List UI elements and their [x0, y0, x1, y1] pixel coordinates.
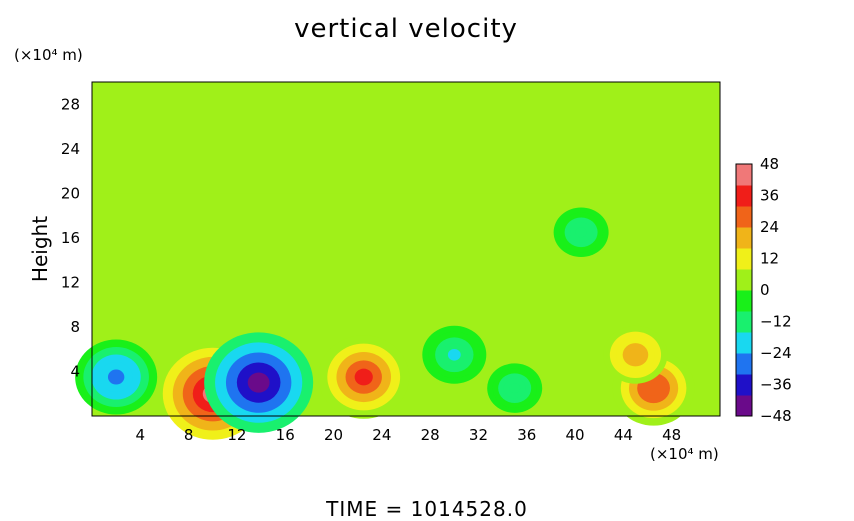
plot-frame [91, 81, 721, 417]
x-tick-label: 4 [136, 426, 146, 444]
x-tick-label: 32 [469, 426, 488, 444]
colorbar-segment [736, 227, 752, 249]
colorbar-segment [736, 332, 752, 354]
x-tick-label: 20 [324, 426, 343, 444]
colorbar-tick-label: −48 [760, 407, 792, 425]
time-label: TIME = 1014528.0 [326, 497, 528, 521]
x-tick-label: 44 [614, 426, 633, 444]
y-axis-unit: (×10⁴ m) [14, 46, 83, 64]
feature-6-level-4 [575, 227, 587, 238]
feature-4-level-4 [447, 348, 461, 361]
y-tick-label: 16 [61, 229, 80, 247]
feature-7-level-4 [645, 380, 662, 396]
colorbar-segment [736, 185, 752, 207]
colorbar-tick-label: 0 [760, 281, 770, 299]
y-tick-label: 8 [70, 318, 80, 336]
feature-5-level-4 [509, 383, 521, 394]
colorbar-segment [736, 353, 752, 375]
colorbar-segment [736, 164, 752, 186]
y-tick-label: 12 [61, 273, 80, 291]
y-tick-label: 28 [61, 95, 80, 113]
x-tick-label: 16 [276, 426, 295, 444]
colorbar-tick-label: −12 [760, 313, 792, 331]
colorbar-tick-label: 12 [760, 250, 779, 268]
colorbar-segment [736, 248, 752, 270]
colorbar-segment [736, 374, 752, 396]
colorbar-tick-label: −36 [760, 376, 792, 394]
x-tick-label: 12 [227, 426, 246, 444]
x-tick-label: 8 [184, 426, 194, 444]
feature-3-level-4 [354, 368, 373, 386]
colorbar-segment [736, 395, 752, 417]
colorbar-tick-label: 36 [760, 187, 779, 205]
colorbar-frame [735, 163, 753, 417]
colorbar-segment [736, 290, 752, 312]
y-tick-label: 4 [70, 362, 80, 380]
colorbar-segment [736, 206, 752, 228]
colorbar-segment [736, 311, 752, 333]
colorbar-tick-label: 24 [760, 218, 779, 236]
x-tick-label: 36 [517, 426, 536, 444]
feature-2-level-4 [247, 372, 270, 393]
colorbar-tick-label: 48 [760, 155, 779, 173]
colorbar-tick-label: −24 [760, 344, 792, 362]
colorbar-segment [736, 269, 752, 291]
x-tick-label: 48 [662, 426, 681, 444]
x-tick-label: 28 [421, 426, 440, 444]
chart-title: vertical velocity [294, 14, 518, 44]
x-tick-label: 40 [566, 426, 585, 444]
feature-0-level-4 [107, 369, 125, 385]
feature-8-level-4 [629, 348, 642, 361]
y-tick-label: 24 [61, 140, 80, 158]
y-tick-label: 20 [61, 184, 80, 202]
x-axis-unit: (×10⁴ m) [650, 445, 719, 463]
x-tick-label: 24 [372, 426, 391, 444]
